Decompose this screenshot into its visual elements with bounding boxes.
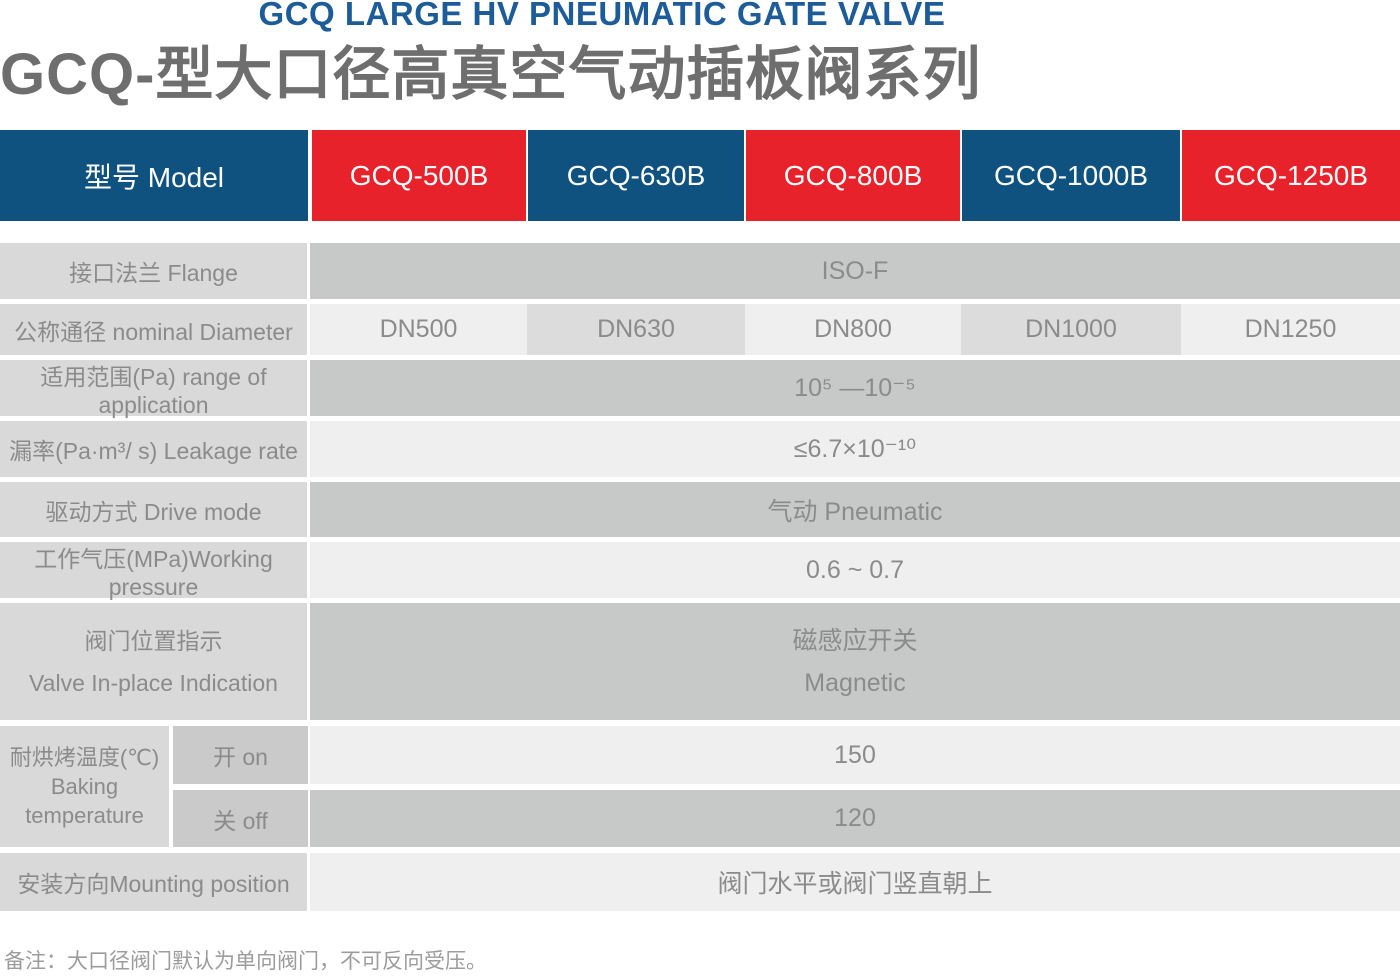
row-value-diameter-4: DN1000 [961,304,1181,355]
row-label-baking-temperature: 耐烘烤温度(℃) Baking temperature [0,726,169,847]
header-cell-model-1: GCQ-500B [312,130,526,221]
page-title-en: GCQ LARGE HV PNEUMATIC GATE VALVE [258,0,946,32]
row-label-range: 适用范围(Pa) range of application [0,360,307,418]
row-label-flange: 接口法兰 Flange [0,243,307,299]
row-value-diameter-1: DN500 [310,304,527,355]
row-value-drive-mode: 气动 Pneumatic [310,482,1400,537]
row-value-valve-indication: 磁感应开关 Magnetic [310,603,1400,720]
row-label-valve-indication: 阀门位置指示 Valve In-place Indication [0,603,307,720]
row-value-diameter-2: DN630 [527,304,745,355]
footer-note: 备注：大口径阀门默认为单向阀门，不可反向受压。 [4,950,487,973]
row-label-drive-mode: 驱动方式 Drive mode [0,482,307,537]
row-value-mounting-position: 阀门水平或阀门竖直朝上 [310,853,1400,911]
row-value-diameter-5: DN1250 [1181,304,1400,355]
row-value-range: 10⁵ —10⁻⁵ [310,360,1400,416]
page-title-zh: GCQ-型大口径高真空气动插板阀系列 [0,42,982,107]
row-value-flange: ISO-F [310,243,1400,299]
row-value-baking-on: 150 [310,726,1400,784]
row-value-baking-off: 120 [310,790,1400,847]
row-value-leakage: ≤6.7×10⁻¹⁰ [310,421,1400,477]
header-cell-model-3: GCQ-800B [746,130,960,221]
header-cell-model-5: GCQ-1250B [1182,130,1400,221]
row-sublabel-baking-on: 开 on [173,726,308,784]
row-label-leakage: 漏率(Pa·m³/ s) Leakage rate [0,421,307,477]
row-sublabel-baking-off: 关 off [173,790,308,847]
header-cell-model-4: GCQ-1000B [962,130,1180,221]
header-cell-model-label: 型号 Model [0,130,308,221]
row-label-working-pressure: 工作气压(MPa)Working pressure [0,542,307,600]
row-value-working-pressure: 0.6 ~ 0.7 [310,542,1400,598]
row-value-diameter-3: DN800 [745,304,961,355]
row-label-mounting-position: 安装方向Mounting position [0,853,307,911]
header-cell-model-2: GCQ-630B [528,130,744,221]
row-label-diameter: 公称通径 nominal Diameter [0,304,307,355]
